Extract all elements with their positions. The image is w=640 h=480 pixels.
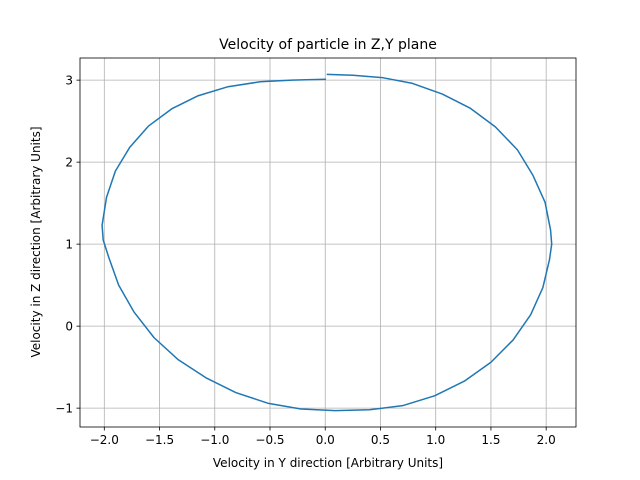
y-axis-label: Velocity in Z direction [Arbitrary Units… [29,126,43,357]
x-tick-label: 2.0 [537,433,556,447]
plot-frame [79,57,577,428]
y-tick-label: −1 [55,402,73,416]
x-tick-label: −0.5 [255,433,284,447]
x-tick-label: −1.0 [200,433,229,447]
x-tick-label: 0.0 [316,433,335,447]
x-axis-label: Velocity in Y direction [Arbitrary Units… [213,456,443,470]
y-tick-label: 1 [65,238,73,252]
tick-marks: −2.0 −1.5 −1.0 −0.5 0.0 0.5 1.0 1.5 2.0 −1 0 1 2 3 [55,74,555,447]
grid-lines [80,58,576,427]
chart-title: Velocity of particle in Z,Y plane [219,37,437,53]
y-tick-label: 2 [65,156,73,170]
y-tick-label: 0 [65,320,73,334]
x-tick-label: −1.5 [145,433,174,447]
y-tick-label: 3 [65,74,73,88]
series-layer [101,73,553,412]
x-tick-label: −2.0 [90,433,119,447]
x-tick-label: 1.0 [426,433,445,447]
x-tick-label: 1.5 [481,433,500,447]
x-tick-label: 0.5 [371,433,390,447]
velocity-series-line [101,73,553,412]
